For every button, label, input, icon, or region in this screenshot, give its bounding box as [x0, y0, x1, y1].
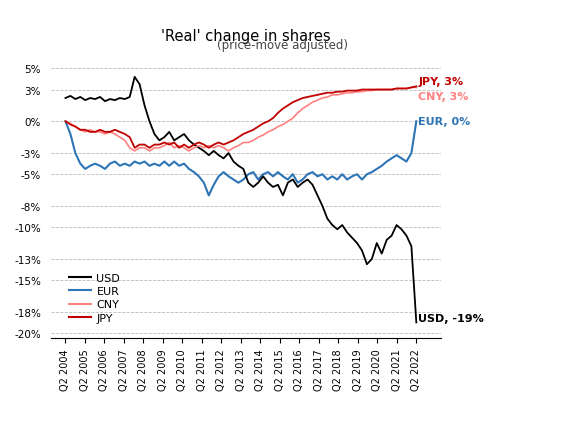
Text: EUR, 0%: EUR, 0% — [418, 117, 471, 127]
Text: (price-move adjusted): (price-move adjusted) — [217, 39, 348, 52]
Text: USD, -19%: USD, -19% — [418, 313, 484, 323]
Text: JPY, 3%: JPY, 3% — [418, 77, 463, 87]
Title: 'Real' change in shares: 'Real' change in shares — [161, 30, 331, 44]
Legend: USD, EUR, CNY, JPY: USD, EUR, CNY, JPY — [64, 269, 125, 327]
Text: CNY, 3%: CNY, 3% — [418, 92, 468, 102]
